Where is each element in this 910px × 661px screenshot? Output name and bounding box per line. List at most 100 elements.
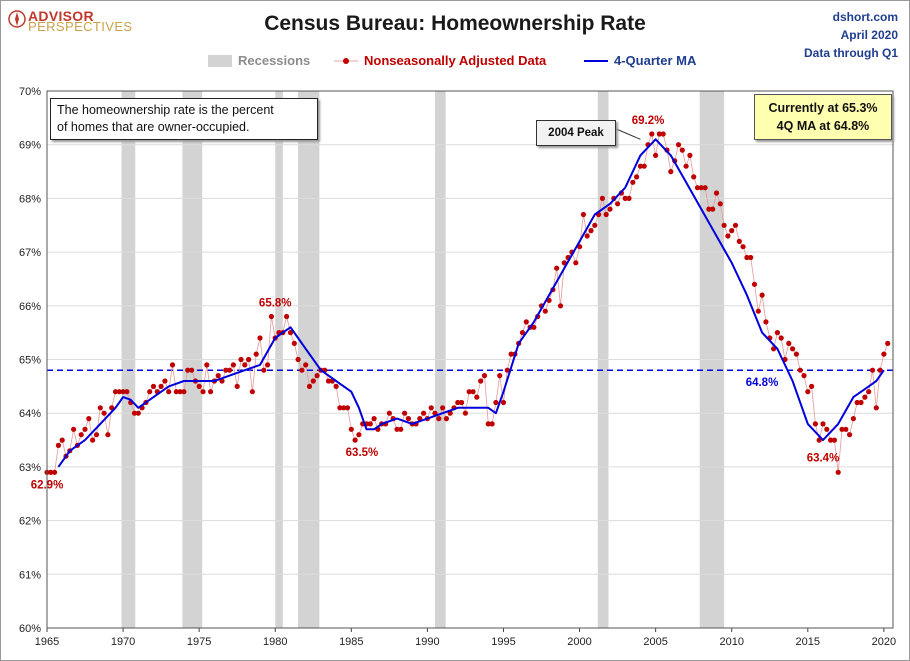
nsa-point-120 bbox=[500, 399, 507, 406]
nsa-point-150 bbox=[615, 201, 621, 207]
nsa-point-221 bbox=[885, 340, 891, 346]
nsa-point-45 bbox=[215, 373, 221, 379]
callout-label-5: 63.4% bbox=[807, 452, 840, 464]
nsa-point-70 bbox=[310, 378, 316, 384]
chart-title: Census Bureau: Homeownership Rate bbox=[264, 12, 646, 35]
nsa-point-176 bbox=[713, 190, 720, 196]
nsa-point-144 bbox=[592, 222, 598, 228]
nsa-point-63 bbox=[284, 313, 290, 320]
nsa-point-51 bbox=[238, 356, 244, 363]
x-tick-label-2: 1975 bbox=[187, 636, 211, 648]
source-block: dshort.com April 2020 Data through Q1 bbox=[804, 8, 898, 62]
nsa-point-168 bbox=[683, 163, 689, 169]
nsa-point-147 bbox=[603, 211, 609, 218]
current-rate-text: Currently at 65.3% bbox=[768, 101, 878, 115]
nsa-point-90 bbox=[386, 410, 392, 416]
nsa-point-95 bbox=[405, 416, 411, 422]
nsa-point-110 bbox=[462, 410, 468, 416]
definition-note-line2: of homes that are owner-occupied. bbox=[57, 120, 250, 134]
nsa-point-41 bbox=[200, 389, 206, 395]
nsa-point-207 bbox=[831, 437, 838, 443]
nsa-point-180 bbox=[729, 228, 735, 234]
x-tick-label-11: 2020 bbox=[872, 636, 896, 648]
callout-label-6: 64.8% bbox=[746, 377, 779, 389]
callout-label-1: 62.9% bbox=[31, 479, 64, 491]
nsa-point-162 bbox=[660, 131, 666, 137]
nsa-point-55 bbox=[253, 351, 259, 357]
nsa-point-49 bbox=[230, 362, 236, 368]
nsa-point-121 bbox=[504, 367, 510, 373]
x-tick-label-8: 2005 bbox=[643, 636, 667, 648]
nsa-point-36 bbox=[181, 389, 187, 395]
nsa-point-101 bbox=[428, 405, 434, 411]
nsa-point-187 bbox=[755, 308, 761, 314]
nsa-point-109 bbox=[459, 399, 465, 406]
nsa-point-112 bbox=[470, 389, 476, 395]
nsa-point-35 bbox=[177, 389, 183, 395]
legend-swatch-recessions bbox=[208, 54, 232, 67]
nsa-point-81 bbox=[352, 437, 358, 443]
ma-line bbox=[57, 138, 885, 468]
x-tick-label-7: 2000 bbox=[567, 636, 591, 648]
nsa-point-195 bbox=[786, 340, 792, 346]
nsa-point-4 bbox=[59, 437, 65, 443]
nsa-point-14 bbox=[97, 405, 103, 411]
nsa-point-53 bbox=[246, 356, 252, 363]
nsa-point-215 bbox=[862, 394, 868, 400]
nsa-point-1 bbox=[48, 469, 54, 475]
nsa-point-76 bbox=[333, 383, 339, 389]
callout-label-4: 69.2% bbox=[632, 115, 665, 127]
nsa-point-30 bbox=[158, 383, 164, 389]
source-coverage: Data through Q1 bbox=[803, 46, 898, 60]
nsa-point-12 bbox=[90, 437, 96, 443]
y-tick-label-5: 65% bbox=[19, 355, 41, 367]
callout-label-3: 63.5% bbox=[346, 447, 379, 459]
nsa-point-118 bbox=[493, 399, 499, 406]
nsa-point-211 bbox=[847, 432, 853, 438]
x-tick-label-6: 1995 bbox=[491, 636, 515, 648]
y-tick-label-10: 70% bbox=[19, 86, 41, 98]
plot-area-border bbox=[46, 90, 894, 629]
nsa-point-23 bbox=[131, 410, 138, 416]
definition-note-line1: The homeownership rate is the percent bbox=[57, 103, 274, 117]
nsa-point-71 bbox=[314, 373, 320, 379]
nsa-point-212 bbox=[850, 416, 857, 422]
nsa-point-199 bbox=[801, 373, 807, 379]
source-date: April 2020 bbox=[840, 28, 898, 42]
nsa-point-155 bbox=[634, 174, 640, 180]
nsa-point-210 bbox=[843, 426, 849, 432]
peak-label-box: 2004 Peak bbox=[536, 120, 616, 146]
nsa-point-156 bbox=[637, 163, 644, 169]
nsa-point-99 bbox=[421, 410, 427, 416]
nsa-point-152 bbox=[622, 195, 628, 201]
nsa-point-27 bbox=[147, 389, 153, 395]
nsa-point-78 bbox=[341, 405, 347, 411]
x-tick-label-10: 2015 bbox=[796, 636, 820, 648]
nsa-point-125 bbox=[519, 330, 526, 336]
nsa-point-196 bbox=[790, 346, 796, 352]
nsa-point-80 bbox=[348, 426, 354, 432]
nsa-point-69 bbox=[306, 383, 313, 389]
nsa-point-42 bbox=[204, 362, 210, 368]
nsa-point-220 bbox=[881, 351, 887, 357]
definition-note: The homeownership rate is the percent of… bbox=[50, 98, 318, 140]
nsa-point-115 bbox=[481, 373, 488, 379]
nsa-point-77 bbox=[337, 405, 343, 411]
nsa-point-213 bbox=[854, 399, 860, 406]
nsa-point-173 bbox=[702, 185, 708, 191]
nsa-point-108 bbox=[455, 399, 461, 406]
nsa-point-206 bbox=[828, 437, 834, 443]
nsa-point-68 bbox=[303, 362, 309, 368]
nsa-point-67 bbox=[299, 367, 305, 373]
x-tick-label-4: 1985 bbox=[339, 636, 363, 648]
nsa-point-197 bbox=[793, 351, 800, 357]
legend-swatch-ma bbox=[584, 59, 608, 62]
callout-label-2: 65.8% bbox=[259, 298, 292, 310]
nsa-point-11 bbox=[86, 416, 92, 422]
nsa-point-134 bbox=[554, 265, 560, 271]
nsa-point-148 bbox=[607, 206, 613, 212]
nsa-point-219 bbox=[877, 367, 883, 373]
nsa-point-66 bbox=[295, 356, 301, 363]
nsa-point-166 bbox=[675, 142, 682, 148]
nsa-point-189 bbox=[763, 319, 769, 325]
